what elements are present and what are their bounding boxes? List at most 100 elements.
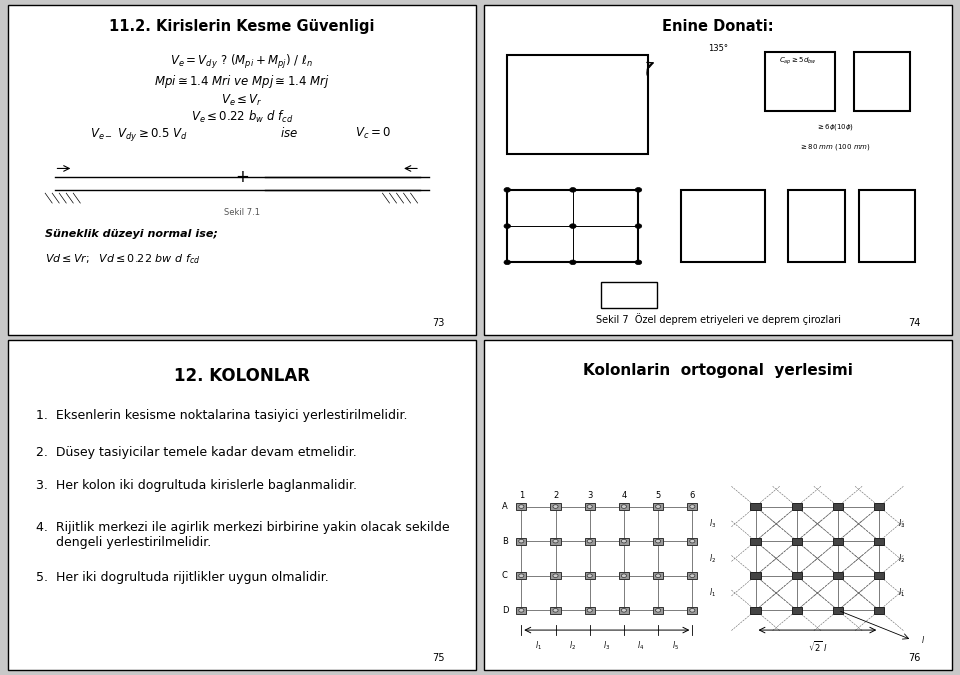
Circle shape — [656, 574, 660, 578]
Bar — [619, 537, 629, 545]
Circle shape — [689, 539, 695, 543]
Bar — [687, 572, 698, 579]
Bar — [550, 572, 561, 579]
Circle shape — [636, 260, 641, 265]
Circle shape — [569, 260, 576, 265]
Bar — [792, 537, 802, 545]
Bar — [833, 503, 843, 510]
Text: $V_e = V_{dy}\ ?\ (M_{pi} + M_{pj})\ /\ \ell_n$: $V_e = V_{dy}\ ?\ (M_{pi} + M_{pj})\ /\ … — [171, 53, 313, 71]
Text: $l_1$: $l_1$ — [708, 587, 716, 599]
Circle shape — [656, 539, 660, 543]
Bar — [788, 190, 845, 263]
Circle shape — [689, 505, 695, 508]
Circle shape — [656, 608, 660, 612]
Circle shape — [553, 608, 558, 612]
Bar — [687, 537, 698, 545]
Bar — [619, 607, 629, 614]
Bar — [619, 503, 629, 510]
Bar — [792, 607, 802, 614]
Text: $l_2$: $l_2$ — [569, 640, 576, 653]
Bar — [507, 55, 648, 154]
Bar — [792, 572, 802, 579]
Circle shape — [504, 224, 511, 228]
Text: 2: 2 — [553, 491, 558, 500]
Bar — [765, 51, 835, 111]
Bar — [550, 607, 561, 614]
Text: C: C — [502, 571, 508, 580]
Circle shape — [504, 260, 511, 265]
Text: 12. KOLONLAR: 12. KOLONLAR — [174, 367, 310, 385]
Text: 75: 75 — [432, 653, 444, 663]
Text: 1: 1 — [518, 491, 524, 500]
Text: 4.  Rijitlik merkezi ile agirlik merkezi birbirine yakin olacak sekilde
     den: 4. Rijitlik merkezi ile agirlik merkezi … — [36, 521, 449, 549]
Circle shape — [656, 505, 660, 508]
Circle shape — [553, 505, 558, 508]
Text: $l_2$: $l_2$ — [708, 552, 716, 565]
Bar — [507, 190, 638, 263]
Bar — [550, 537, 561, 545]
Text: A: A — [502, 502, 508, 511]
Text: 3.  Her kolon iki dogrultuda kirislerle baglanmalidir.: 3. Her kolon iki dogrultuda kirislerle b… — [36, 479, 357, 491]
Bar — [550, 503, 561, 510]
Text: $l_3$: $l_3$ — [708, 518, 716, 530]
Text: B: B — [502, 537, 508, 545]
Bar — [681, 190, 765, 263]
Circle shape — [621, 505, 627, 508]
Circle shape — [518, 574, 524, 578]
Bar — [875, 607, 884, 614]
Bar — [516, 537, 526, 545]
Text: 74: 74 — [909, 318, 921, 328]
Bar — [875, 503, 884, 510]
Text: $l$: $l$ — [922, 634, 925, 645]
Circle shape — [518, 608, 524, 612]
Circle shape — [553, 539, 558, 543]
Bar — [687, 503, 698, 510]
Text: 11.2. Kirislerin Kesme Güvenligi: 11.2. Kirislerin Kesme Güvenligi — [109, 19, 374, 34]
Bar — [585, 503, 595, 510]
Bar — [516, 503, 526, 510]
Text: Sekil 7  Özel deprem etriyeleri ve deprem çirozlari: Sekil 7 Özel deprem etriyeleri ve deprem… — [595, 313, 841, 325]
Circle shape — [569, 224, 576, 228]
Circle shape — [621, 539, 627, 543]
Circle shape — [518, 505, 524, 508]
Text: $ise$: $ise$ — [279, 126, 298, 140]
Bar — [619, 572, 629, 579]
Text: 2.  Düsey tasiyicilar temele kadar devam etmelidir.: 2. Düsey tasiyicilar temele kadar devam … — [36, 446, 356, 458]
Text: 3: 3 — [587, 491, 592, 500]
Text: $V_c = 0$: $V_c = 0$ — [355, 126, 391, 140]
Text: 73: 73 — [433, 318, 444, 328]
Circle shape — [689, 574, 695, 578]
Text: $l_1$: $l_1$ — [898, 587, 905, 599]
Text: $l_1$: $l_1$ — [535, 640, 541, 653]
Text: $\geq 80\ mm\ (100\ mm)$: $\geq 80\ mm\ (100\ mm)$ — [800, 142, 871, 152]
Text: Enine Donati:: Enine Donati: — [662, 19, 774, 34]
Text: 5.  Her iki dogrultuda rijitlikler uygun olmalidir.: 5. Her iki dogrultuda rijitlikler uygun … — [36, 571, 328, 584]
Text: +: + — [235, 167, 249, 186]
Text: $l_2$: $l_2$ — [898, 552, 905, 565]
Bar — [653, 607, 663, 614]
Text: D: D — [502, 605, 508, 615]
Bar — [833, 537, 843, 545]
Text: $Mpi \cong 1.4\ Mri\ ve\ Mpj \cong 1.4\ Mrj$: $Mpi \cong 1.4\ Mri\ ve\ Mpj \cong 1.4\ … — [154, 73, 330, 90]
Text: $\sqrt{2}\ l$: $\sqrt{2}\ l$ — [807, 640, 828, 655]
Text: Süneklik düzeyi normal ise;: Süneklik düzeyi normal ise; — [45, 230, 218, 240]
Circle shape — [504, 188, 511, 192]
Bar — [854, 51, 910, 111]
Text: $V_{e-}\ V_{dy} \geq 0.5\ V_d$: $V_{e-}\ V_{dy} \geq 0.5\ V_d$ — [90, 126, 188, 142]
Circle shape — [518, 539, 524, 543]
Circle shape — [636, 188, 641, 192]
Bar — [601, 282, 658, 308]
Circle shape — [588, 574, 592, 578]
Bar — [875, 537, 884, 545]
Text: $V_e \leq V_r$: $V_e \leq V_r$ — [221, 92, 263, 108]
Bar — [585, 607, 595, 614]
Bar — [516, 607, 526, 614]
Text: 6: 6 — [689, 491, 695, 500]
Bar — [858, 190, 915, 263]
Circle shape — [689, 608, 695, 612]
Bar — [751, 607, 760, 614]
Circle shape — [636, 224, 641, 228]
Text: 76: 76 — [909, 653, 921, 663]
Circle shape — [588, 608, 592, 612]
Circle shape — [553, 574, 558, 578]
